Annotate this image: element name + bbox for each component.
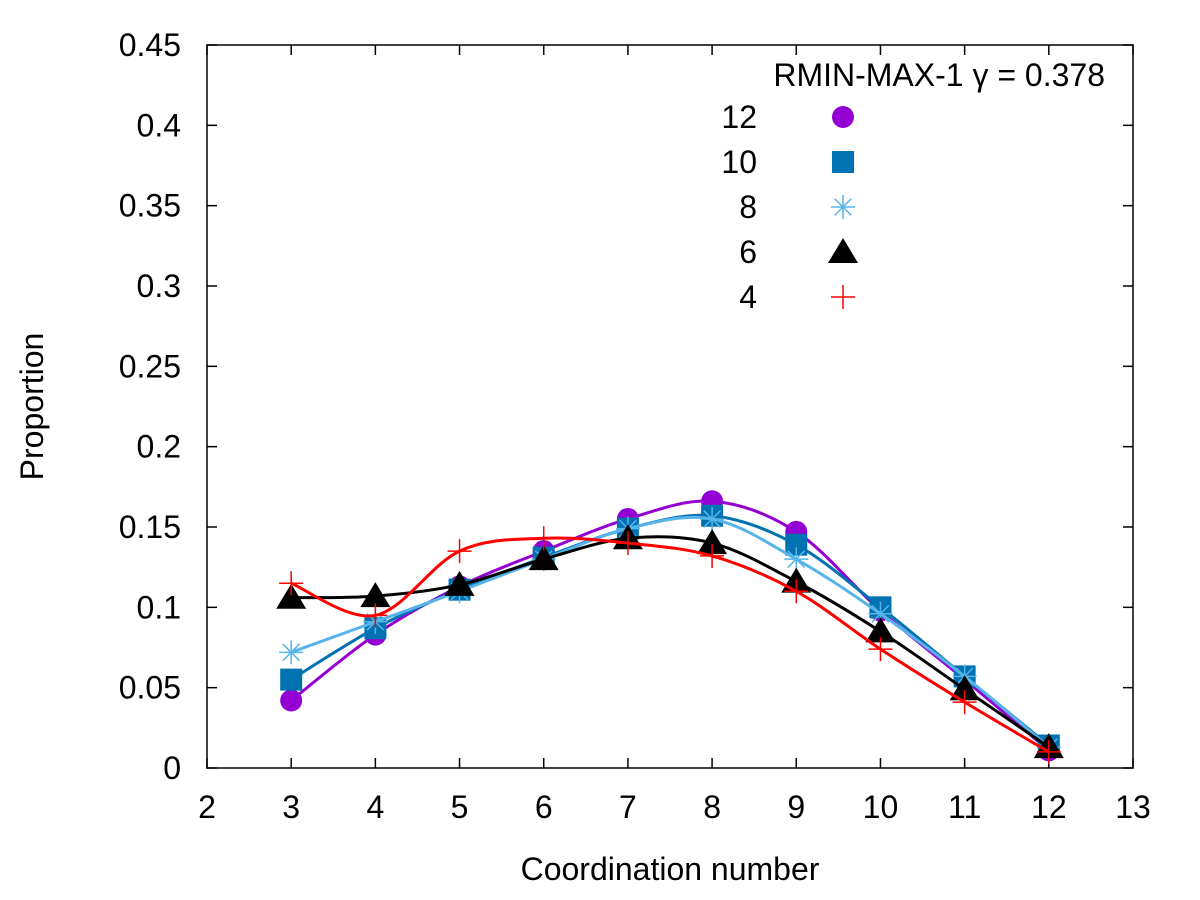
data-point [528, 545, 559, 571]
data-point [280, 668, 303, 691]
y-tick-label: 0.15 [119, 509, 181, 545]
legend: RMIN-MAX-1 γ = 0.378 12 10 8 6 4 [721, 57, 1105, 315]
data-point [868, 637, 893, 662]
legend-title: RMIN-MAX-1 γ = 0.378 [773, 57, 1105, 93]
marker-stroke [703, 510, 722, 528]
x-tick-label: 12 [1031, 789, 1067, 825]
legend-label: 10 [721, 144, 757, 180]
data-point [280, 689, 303, 712]
x-tick-label: 9 [787, 789, 805, 825]
data-point [276, 583, 307, 609]
data-point [949, 675, 980, 701]
y-tick-label: 0.2 [137, 429, 181, 465]
data-point [784, 547, 809, 572]
y-tick-label: 0.1 [137, 589, 181, 625]
y-axis-label: Proportion [14, 333, 50, 481]
marker-stroke [834, 198, 852, 216]
legend-marker [831, 195, 855, 219]
x-tick-label: 10 [863, 789, 899, 825]
data-point [615, 531, 640, 556]
x-tick-label: 11 [948, 789, 981, 825]
tick-labels: 2 3 4 5 6 7 8 9 10 11 12 13 0 0.05 0.1 0.15 0.2 0.25 0.3 0.… [119, 27, 1151, 825]
y-tick-label: 0.35 [119, 188, 181, 224]
legend-marker [832, 106, 854, 128]
plot-frame [206, 44, 1134, 769]
y-tick-label: 0.25 [119, 348, 181, 384]
y-tick-label: 0 [163, 750, 181, 786]
x-tick-label: 4 [366, 789, 384, 825]
marker-stroke [787, 550, 806, 569]
y-tick-label: 0.3 [137, 268, 181, 304]
x-tick-label: 8 [703, 789, 721, 825]
y-tick-label: 0.45 [119, 27, 181, 63]
legend-label: 4 [739, 279, 757, 315]
series-line [290, 536, 1050, 754]
x-tick-label: 5 [451, 789, 469, 825]
series-4 [279, 526, 1061, 764]
y-tick-label: 0.05 [119, 670, 181, 706]
data-point [785, 533, 808, 556]
series-6 [276, 524, 1064, 759]
data-point [700, 506, 725, 531]
data-point [279, 640, 304, 665]
x-tick-label: 6 [535, 789, 553, 825]
legend-label: 8 [739, 189, 757, 225]
legend-marker [832, 151, 854, 173]
data-point [360, 582, 391, 608]
data-point [363, 603, 388, 628]
data-point [952, 690, 977, 715]
x-tick-label: 13 [1115, 789, 1151, 825]
data-point [865, 617, 896, 643]
x-axis-label: Coordination number [521, 851, 820, 887]
y-tick-label: 0.4 [137, 107, 181, 143]
legend-label: 12 [721, 99, 757, 135]
series-layer [276, 490, 1064, 764]
legend-marker [828, 238, 858, 263]
data-point [784, 579, 809, 604]
x-tick-label: 2 [198, 789, 216, 825]
x-tick-label: 3 [282, 789, 300, 825]
data-point [444, 570, 475, 596]
x-tick-label: 7 [619, 789, 637, 825]
marker-stroke [282, 643, 301, 662]
data-point [697, 529, 728, 555]
data-point [700, 543, 725, 568]
legend-marker [831, 285, 855, 309]
series-line [291, 535, 1050, 749]
data-point [1036, 739, 1061, 764]
data-point [279, 571, 304, 596]
data-point [531, 526, 556, 551]
data-point [447, 539, 472, 564]
marker-stroke [871, 604, 890, 623]
legend-label: 6 [739, 234, 757, 270]
series-line [290, 515, 1050, 749]
